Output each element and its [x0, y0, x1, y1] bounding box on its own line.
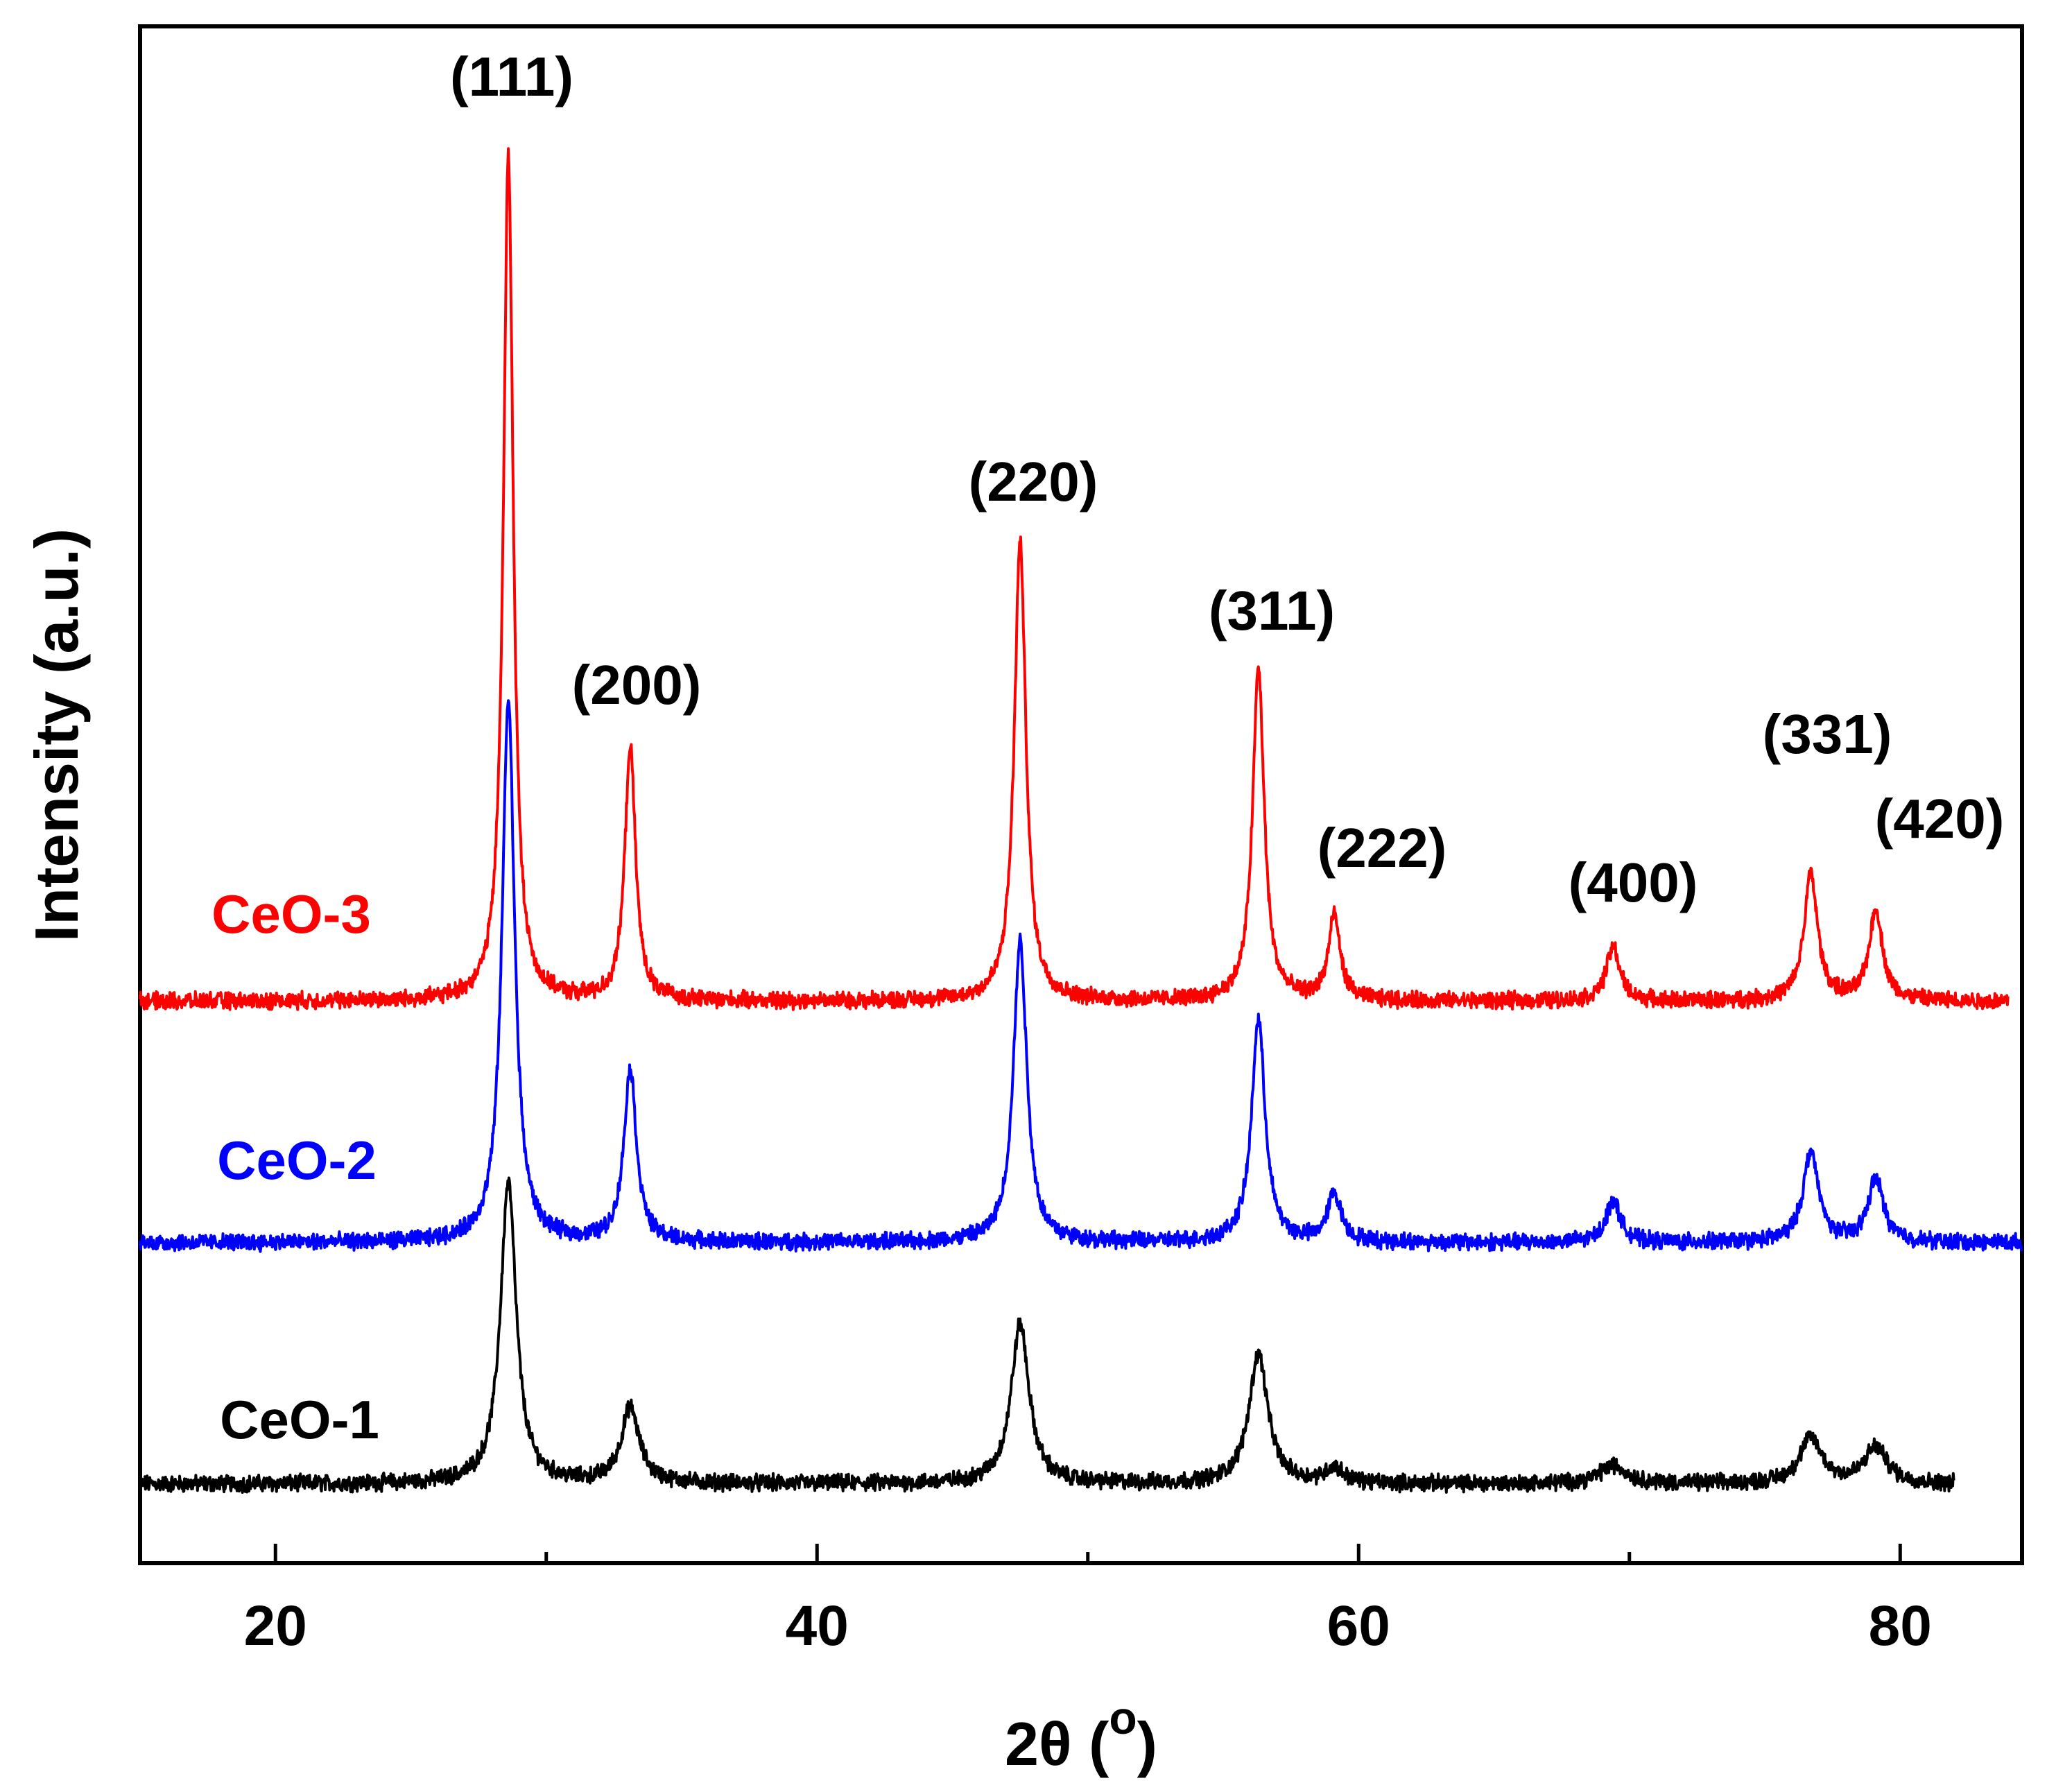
x-tick-label: 20	[244, 1594, 307, 1657]
plot-frame	[138, 24, 2024, 1565]
series-group	[139, 147, 2023, 1494]
peak-label: (420)	[1875, 788, 2005, 850]
peak-label: (200)	[572, 654, 702, 716]
peak-label: (331)	[1763, 703, 1892, 765]
peak-label: (222)	[1318, 817, 1447, 879]
x-tick-label: 60	[1327, 1594, 1390, 1657]
peak-label: (111)	[450, 46, 573, 107]
peak-labels: (111) (200) (220) (311) (222) (400) (331) (420)	[450, 46, 2004, 913]
y-axis-title: Intensity (a.u.)	[22, 528, 91, 942]
x-axis-ticks: 20 40 60 80	[244, 1544, 1932, 1657]
series-label-ceo-3: CeO-3	[211, 884, 371, 945]
peak-label: (400)	[1569, 852, 1698, 913]
series-label-ceo-1: CeO-1	[220, 1389, 379, 1450]
peak-label: (311)	[1209, 580, 1335, 641]
series-line-ceo-1	[139, 1176, 1955, 1494]
peak-label: (220)	[969, 451, 1098, 512]
x-axis-title: 2θ (o)	[1005, 1692, 1157, 1778]
series-label-ceo-2: CeO-2	[217, 1130, 377, 1191]
series-line-ceo-2	[139, 699, 2023, 1253]
series-labels: CeO-1 CeO-2 CeO-3	[211, 884, 379, 1450]
series-line-ceo-3	[139, 147, 2010, 1011]
x-tick-label: 80	[1869, 1594, 1932, 1657]
x-tick-label: 40	[786, 1594, 849, 1657]
